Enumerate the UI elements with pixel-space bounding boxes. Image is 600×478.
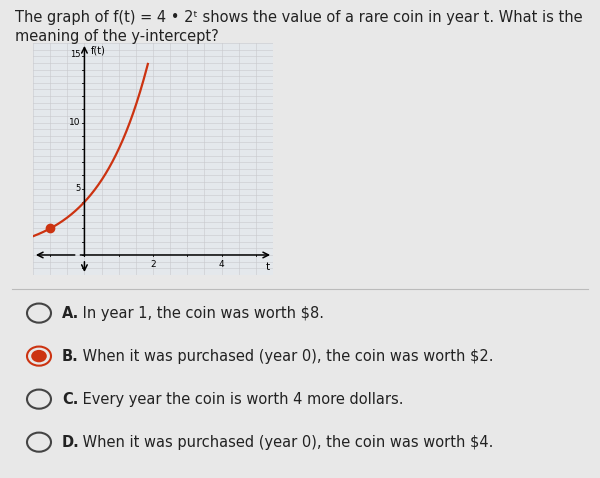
Text: In year 1, the coin was worth $8.: In year 1, the coin was worth $8. xyxy=(78,305,324,321)
Text: Every year the coin is worth 4 more dollars.: Every year the coin is worth 4 more doll… xyxy=(78,391,404,407)
Text: 10: 10 xyxy=(69,118,80,127)
Text: 5: 5 xyxy=(75,184,80,193)
Text: D.: D. xyxy=(62,435,80,450)
Text: B.: B. xyxy=(62,348,79,364)
Text: 2: 2 xyxy=(150,260,156,269)
Text: C.: C. xyxy=(62,391,78,407)
Text: f(t): f(t) xyxy=(91,46,106,55)
Text: 4: 4 xyxy=(219,260,224,269)
Text: meaning of the y-intercept?: meaning of the y-intercept? xyxy=(15,29,219,43)
Text: The graph of f(t) = 4 • 2ᵗ shows the value of a rare coin in year t. What is the: The graph of f(t) = 4 • 2ᵗ shows the val… xyxy=(15,10,583,24)
Text: When it was purchased (year 0), the coin was worth $4.: When it was purchased (year 0), the coin… xyxy=(78,435,493,450)
Text: A.: A. xyxy=(62,305,79,321)
Text: 15: 15 xyxy=(70,50,80,59)
Text: t: t xyxy=(265,261,269,272)
Text: When it was purchased (year 0), the coin was worth $2.: When it was purchased (year 0), the coin… xyxy=(78,348,493,364)
